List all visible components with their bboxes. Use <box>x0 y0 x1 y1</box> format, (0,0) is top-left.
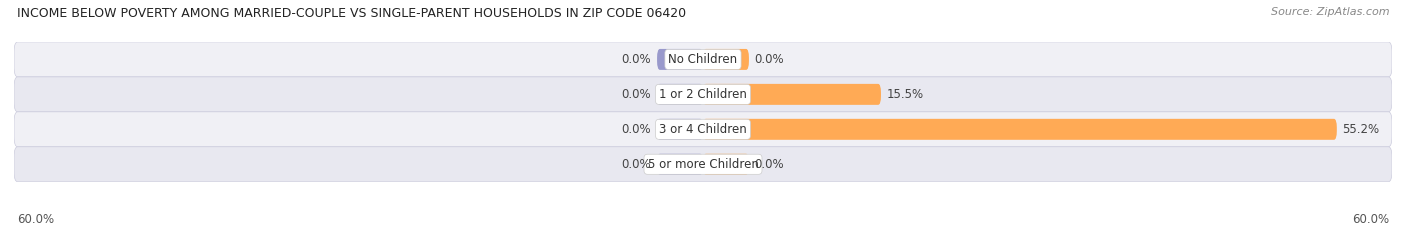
Text: 0.0%: 0.0% <box>621 53 651 66</box>
Text: Source: ZipAtlas.com: Source: ZipAtlas.com <box>1271 7 1389 17</box>
FancyBboxPatch shape <box>14 112 1392 147</box>
Text: No Children: No Children <box>668 53 738 66</box>
Text: 1 or 2 Children: 1 or 2 Children <box>659 88 747 101</box>
Text: 5 or more Children: 5 or more Children <box>648 158 758 171</box>
Text: 3 or 4 Children: 3 or 4 Children <box>659 123 747 136</box>
Text: 0.0%: 0.0% <box>621 88 651 101</box>
Text: 60.0%: 60.0% <box>1353 213 1389 226</box>
Text: 0.0%: 0.0% <box>755 158 785 171</box>
Text: 0.0%: 0.0% <box>621 123 651 136</box>
Text: INCOME BELOW POVERTY AMONG MARRIED-COUPLE VS SINGLE-PARENT HOUSEHOLDS IN ZIP COD: INCOME BELOW POVERTY AMONG MARRIED-COUPL… <box>17 7 686 20</box>
FancyBboxPatch shape <box>657 84 703 105</box>
Text: 0.0%: 0.0% <box>621 158 651 171</box>
FancyBboxPatch shape <box>14 77 1392 112</box>
FancyBboxPatch shape <box>703 84 882 105</box>
Text: 15.5%: 15.5% <box>887 88 924 101</box>
Text: 60.0%: 60.0% <box>17 213 53 226</box>
FancyBboxPatch shape <box>657 154 703 175</box>
Text: 0.0%: 0.0% <box>755 53 785 66</box>
FancyBboxPatch shape <box>703 154 749 175</box>
FancyBboxPatch shape <box>703 49 749 70</box>
FancyBboxPatch shape <box>14 42 1392 77</box>
Text: 55.2%: 55.2% <box>1343 123 1379 136</box>
FancyBboxPatch shape <box>703 119 1337 140</box>
FancyBboxPatch shape <box>657 49 703 70</box>
FancyBboxPatch shape <box>657 119 703 140</box>
FancyBboxPatch shape <box>14 147 1392 182</box>
